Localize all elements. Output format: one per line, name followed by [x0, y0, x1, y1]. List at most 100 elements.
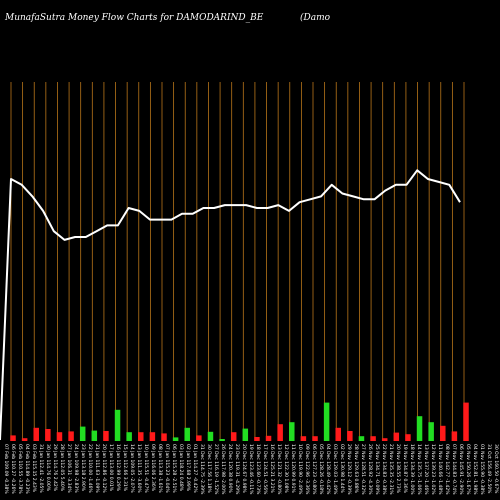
money-flow-bar	[56, 432, 63, 441]
money-flow-bar	[103, 431, 109, 441]
money-flow-bar	[463, 402, 469, 441]
x-tick-label: 31 Jan 112.41 -2.05%	[38, 444, 44, 493]
money-flow-bar	[381, 438, 388, 441]
money-flow-bar	[428, 422, 434, 441]
x-tick-labels: 07 Feb 109.09 -0.38% 06 Feb 110.27 -0.26%…	[3, 444, 499, 495]
x-tick-label: 29 Jan 114.76 2.42%	[52, 444, 58, 492]
money-flow-bars	[10, 402, 469, 441]
x-tick-label: 26 Dec 117.98 -2.00%	[220, 444, 226, 495]
x-tick-label: 07 Nov 144.83 -0.74%	[451, 444, 457, 495]
money-flow-bar	[45, 429, 51, 441]
x-tick-label: 17 Jan 113.00 0.01%	[108, 444, 114, 492]
x-tick-label: 26 Nov 128.92 -4.30%	[367, 444, 373, 495]
x-tick-label: 01 Jan 114.27 -0.42%	[192, 444, 198, 493]
money-flow-bar	[440, 425, 446, 441]
x-tick-label: 23 Jan 113.18 2.90%	[80, 444, 86, 492]
money-flow-bar	[149, 432, 156, 441]
x-tick-label: 27 Jan 106.31 -3.34%	[66, 444, 72, 493]
price-line-group	[0, 169, 461, 441]
money-flow-bar	[91, 430, 98, 441]
x-tick-label: 06 Jan 115.28 -2.51%	[171, 444, 177, 493]
x-tick-label: 03 Jan 118.24 0.48%	[178, 444, 184, 492]
money-flow-bar	[289, 422, 295, 441]
x-tick-label: 03 Dec 129.03 -1.49%	[332, 444, 338, 495]
x-tick-label: 24 Jan 109.98 -2.83%	[73, 444, 79, 493]
money-flow-bar	[335, 427, 341, 441]
x-tick-label: 04 Feb 114.89 -0.23%	[24, 444, 30, 494]
x-tick-label: 20 Jan 112.86 -0.12%	[101, 444, 107, 493]
x-tick-label: 10 Jan 115.51 -0.47%	[143, 444, 149, 493]
x-tick-label: 30 Oct 160.50 -0.67%	[493, 444, 499, 494]
x-tick-label: 03 Feb 115.15 2.43%	[31, 444, 37, 493]
x-tick-label: 04 Dec 128.49 -0.42%	[325, 444, 331, 495]
money-flow-bar	[219, 439, 225, 441]
x-tick-label: 05 Feb 110.55 -3.78%	[17, 444, 23, 494]
x-tick-label: 12 Nov 139.23 -1.02%	[430, 444, 436, 495]
x-tick-label: 31 Dec 114.75 -2.39%	[199, 444, 205, 495]
money-flow-bar	[242, 428, 249, 441]
x-tick-label: 06 Nov 145.91 -2.90%	[458, 444, 464, 495]
x-tick-label: 07 Jan 115.23 -0.04%	[164, 444, 170, 493]
x-tick-label: 05 Nov 150.26 -1.67%	[465, 444, 471, 495]
money-flow-bar	[33, 427, 39, 441]
x-tick-label: 31 Oct 156.49 -2.50%	[486, 444, 492, 494]
x-tick-label: 14 Jan 109.05 -2.07%	[129, 444, 135, 493]
x-tick-label: 11 Dec 120.99 0.91%	[290, 444, 296, 493]
x-tick-label: 18 Dec 123.60 -0.73%	[255, 444, 261, 495]
x-tick-label: 28 Nov 129.63 0.88%	[353, 444, 359, 494]
x-tick-label: 02 Jan 117.68 2.99%	[185, 444, 191, 492]
x-tick-label: 01 Nov 155.90 -0.38%	[479, 444, 485, 495]
x-tick-label: 20 Dec 124.67 0.98%	[241, 444, 247, 493]
x-tick-label: 25 Nov 134.71 -0.09%	[374, 444, 380, 495]
x-tick-label: 16 Jan 112.99 0.29%	[115, 444, 121, 492]
x-tick-label: 24 Dec 120.38 0.90%	[227, 444, 233, 493]
money-flow-bar	[138, 432, 144, 441]
money-flow-bar	[451, 431, 458, 441]
x-tick-label: 11 Nov 140.66 -1.48%	[437, 444, 443, 495]
x-tick-label: 08 Nov 142.77 -1.42%	[444, 444, 450, 495]
x-tick-label: 22 Nov 134.83 -0.38%	[381, 444, 387, 495]
chart-title-right: (Damo	[300, 12, 331, 23]
x-tick-label: 27 Dec 116.19 -1.52%	[213, 444, 219, 495]
x-tick-label: 19 Dec 123.46 -0.11%	[248, 444, 254, 495]
money-flow-bar	[254, 437, 260, 441]
money-flow-bar	[21, 438, 28, 441]
money-flow-bar	[405, 434, 411, 441]
money-flow-bar	[277, 424, 283, 441]
money-flow-bar	[416, 416, 423, 441]
x-tick-label: 13 Nov 137.20 -1.46%	[423, 444, 429, 495]
x-tick-label: 29 Nov 129.12 -0.39%	[346, 444, 352, 495]
x-tick-label: 12 Dec 122.30 1.08%	[283, 444, 289, 493]
money-flow-bar	[172, 437, 179, 441]
x-tick-label: 21 Jan 111.63 -1.09%	[94, 444, 100, 493]
x-tick-label: 27 Nov 128.51 -0.32%	[360, 444, 366, 495]
money-flow-bar	[358, 436, 365, 441]
x-tick-label: 21 Nov 135.35 -2.31%	[388, 444, 394, 495]
x-tick-label: 16 Dec 125.21 3.21%	[269, 444, 275, 493]
x-tick-label: 04 Nov 152.81 -1.98%	[472, 444, 478, 495]
money-flow-bar	[126, 432, 132, 441]
x-tick-label: 17 Dec 124.51 -0.56%	[262, 444, 268, 495]
x-tick-label: 09 Dec 122.96 -3.36%	[304, 444, 310, 495]
x-tick-label: 18 Nov 134.39 -1.00%	[409, 444, 415, 495]
x-tick-label: 10 Dec 119.90 -2.49%	[297, 444, 303, 495]
x-tick-label: 05 Dec 128.26 -0.18%	[318, 444, 324, 495]
x-tick-label: 07 Feb 109.09 -0.38%	[3, 444, 9, 494]
money-flow-bar	[114, 409, 121, 441]
money-flow-bar	[370, 436, 376, 441]
money-flow-bar	[230, 432, 237, 441]
vertical-gridlines	[10, 82, 465, 440]
money-flow-bar	[196, 435, 202, 441]
money-flow-bar	[184, 427, 190, 441]
money-flow-bar	[10, 435, 16, 441]
money-flow-bar	[347, 431, 353, 441]
x-tick-label: 22 Jan 110.00 -1.46%	[87, 444, 93, 493]
money-flow-bar	[265, 435, 272, 441]
x-tick-label: 13 Dec 121.32 -0.80%	[276, 444, 282, 495]
x-tick-label: 13 Jan 111.35 -3.60%	[136, 444, 142, 493]
x-tick-label: 20 Nov 138.55 2.73%	[395, 444, 401, 494]
x-tick-label: 06 Dec 127.23 -0.80%	[311, 444, 317, 495]
money-flow-bar	[161, 433, 167, 441]
